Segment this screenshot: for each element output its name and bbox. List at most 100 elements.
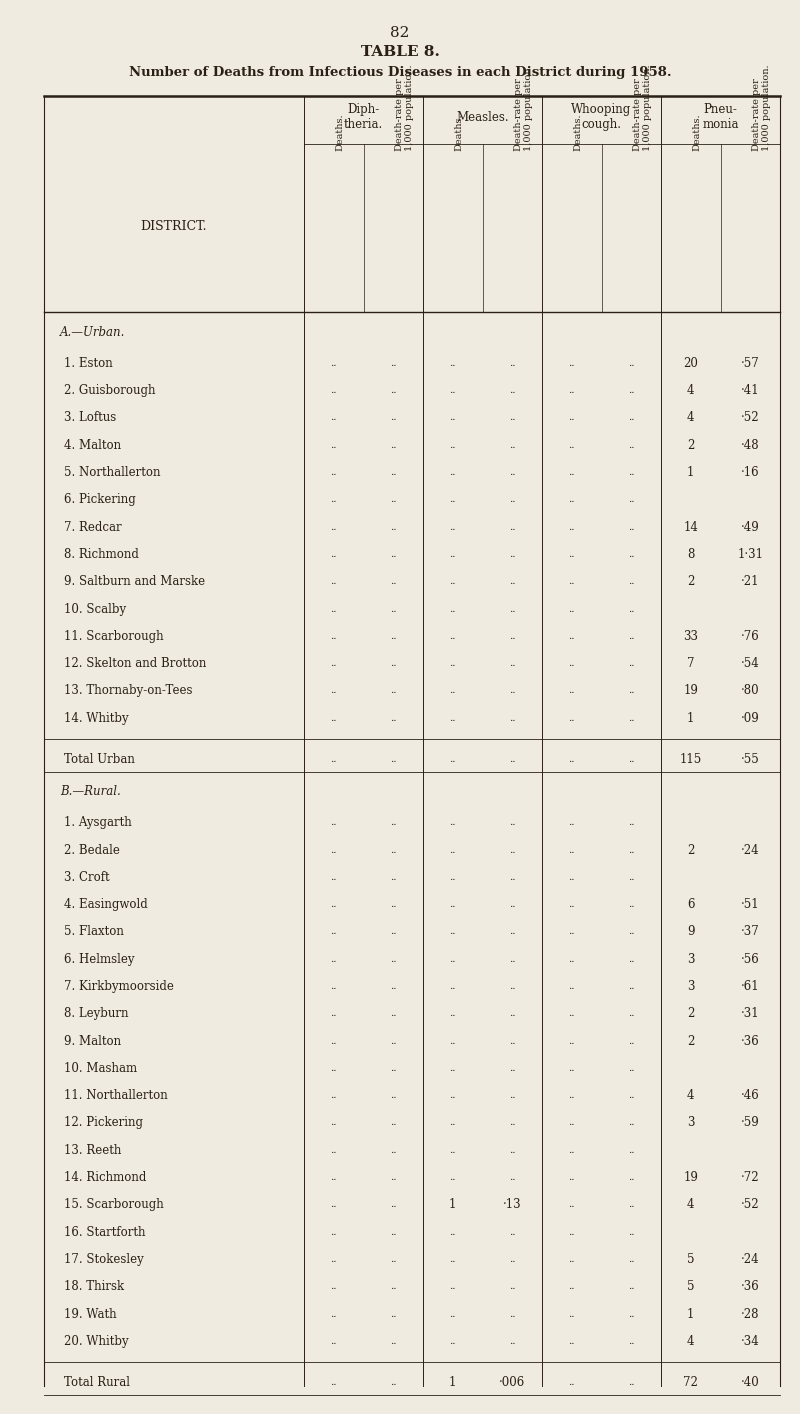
Text: ·36: ·36 — [741, 1280, 760, 1294]
Text: ..: .. — [450, 659, 456, 667]
Text: 2: 2 — [687, 1035, 694, 1048]
Text: ..: .. — [569, 550, 575, 559]
Text: ..: .. — [330, 659, 337, 667]
Text: A.—Urban.: A.—Urban. — [60, 325, 126, 339]
Text: ..: .. — [509, 1010, 515, 1018]
Text: ..: .. — [509, 523, 515, 532]
Text: ..: .. — [509, 872, 515, 882]
Text: ..: .. — [450, 1227, 456, 1237]
Text: ..: .. — [390, 1174, 397, 1182]
Text: ..: .. — [628, 872, 634, 882]
Text: ..: .. — [628, 1174, 634, 1182]
Text: 33: 33 — [683, 629, 698, 643]
Text: Diph-
theria.: Diph- theria. — [344, 103, 383, 132]
Text: ..: .. — [628, 1379, 634, 1387]
Text: ..: .. — [450, 495, 456, 505]
Text: ..: .. — [390, 714, 397, 723]
Text: ..: .. — [628, 846, 634, 854]
Text: ..: .. — [569, 523, 575, 532]
Text: ..: .. — [628, 954, 634, 964]
Text: ..: .. — [450, 550, 456, 559]
Text: ..: .. — [569, 983, 575, 991]
Text: ..: .. — [390, 872, 397, 882]
Text: ..: .. — [569, 413, 575, 423]
Text: ·006: ·006 — [499, 1376, 526, 1389]
Text: ·59: ·59 — [741, 1117, 760, 1130]
Text: ..: .. — [450, 1036, 456, 1045]
Text: ..: .. — [628, 714, 634, 723]
Text: ..: .. — [569, 359, 575, 368]
Text: 1: 1 — [449, 1376, 457, 1389]
Text: ..: .. — [450, 901, 456, 909]
Text: ..: .. — [450, 413, 456, 423]
Text: ..: .. — [390, 577, 397, 587]
Text: ..: .. — [509, 605, 515, 614]
Text: ..: .. — [628, 523, 634, 532]
Text: ..: .. — [390, 983, 397, 991]
Text: ..: .. — [509, 755, 515, 764]
Text: Death-rate per
1,000 population.: Death-rate per 1,000 population. — [633, 65, 652, 151]
Text: ..: .. — [509, 550, 515, 559]
Text: ·13: ·13 — [503, 1198, 522, 1212]
Text: 4: 4 — [687, 411, 694, 424]
Text: ..: .. — [509, 1282, 515, 1291]
Text: 20: 20 — [683, 356, 698, 370]
Text: ..: .. — [330, 1227, 337, 1237]
Text: ..: .. — [390, 1036, 397, 1045]
Text: 14. Richmond: 14. Richmond — [64, 1171, 146, 1184]
Text: ..: .. — [330, 1036, 337, 1045]
Text: ..: .. — [450, 1063, 456, 1073]
Text: ..: .. — [509, 1118, 515, 1127]
Text: ..: .. — [450, 1145, 456, 1155]
Text: ..: .. — [569, 1256, 575, 1264]
Text: ..: .. — [330, 1174, 337, 1182]
Text: ..: .. — [569, 1118, 575, 1127]
Text: ..: .. — [509, 1092, 515, 1100]
Text: ..: .. — [509, 983, 515, 991]
Text: ..: .. — [569, 605, 575, 614]
Text: 8: 8 — [687, 549, 694, 561]
Text: ..: .. — [509, 359, 515, 368]
Text: 3. Loftus: 3. Loftus — [64, 411, 116, 424]
Text: ..: .. — [628, 1036, 634, 1045]
Text: ..: .. — [569, 872, 575, 882]
Text: ..: .. — [390, 755, 397, 764]
Text: 13. Thornaby-on-Tees: 13. Thornaby-on-Tees — [64, 684, 193, 697]
Text: ..: .. — [330, 1379, 337, 1387]
Text: ..: .. — [450, 954, 456, 964]
Text: ·61: ·61 — [741, 980, 759, 993]
Text: ..: .. — [390, 495, 397, 505]
Text: 2: 2 — [687, 844, 694, 857]
Text: ..: .. — [390, 1118, 397, 1127]
Text: 3: 3 — [687, 953, 694, 966]
Text: 13. Reeth: 13. Reeth — [64, 1144, 122, 1157]
Text: ..: .. — [628, 1282, 634, 1291]
Text: ..: .. — [569, 1145, 575, 1155]
Text: 1. Eston: 1. Eston — [64, 356, 113, 370]
Text: ..: .. — [569, 1379, 575, 1387]
Text: ·48: ·48 — [741, 438, 759, 451]
Text: 4. Easingwold: 4. Easingwold — [64, 898, 148, 911]
Text: ..: .. — [390, 901, 397, 909]
Text: ..: .. — [390, 1256, 397, 1264]
Text: ..: .. — [569, 1336, 575, 1346]
Text: ..: .. — [330, 359, 337, 368]
Text: Measles.: Measles. — [456, 110, 509, 124]
Text: ..: .. — [569, 495, 575, 505]
Text: ·09: ·09 — [741, 711, 760, 724]
Text: ..: .. — [330, 846, 337, 854]
Text: ..: .. — [569, 1227, 575, 1237]
Text: ..: .. — [390, 928, 397, 936]
Text: ..: .. — [330, 413, 337, 423]
Text: ..: .. — [509, 1036, 515, 1045]
Text: 14. Whitby: 14. Whitby — [64, 711, 129, 724]
Text: ..: .. — [509, 1145, 515, 1155]
Text: ..: .. — [390, 1379, 397, 1387]
Text: ..: .. — [450, 441, 456, 450]
Text: ..: .. — [450, 872, 456, 882]
Text: 20. Whitby: 20. Whitby — [64, 1335, 129, 1348]
Text: ·28: ·28 — [741, 1308, 759, 1321]
Text: Death-rate per
1,000 population.: Death-rate per 1,000 population. — [514, 65, 534, 151]
Text: ..: .. — [628, 1309, 634, 1318]
Text: ..: .. — [628, 1063, 634, 1073]
